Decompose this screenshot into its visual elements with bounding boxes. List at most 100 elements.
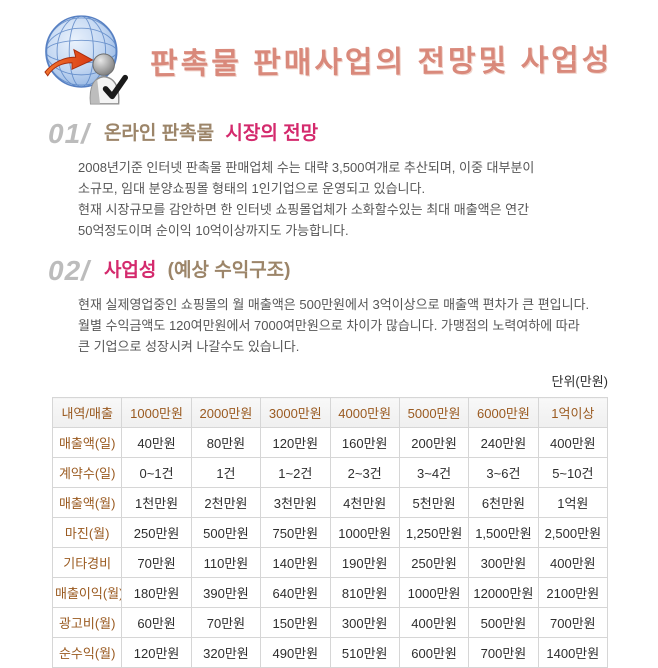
table-cell: 180만원 bbox=[121, 577, 192, 608]
table-cell: 70만원 bbox=[190, 607, 262, 638]
section-paragraph: 현재 실제영업중인 쇼핑몰의 월 매출액은 500만원에서 3억이상으로 매출액… bbox=[78, 297, 590, 354]
table-row: 광고비(월) 60만원 70만원 150만원 300만원 400만원 500만원 700만원 bbox=[51, 607, 609, 638]
table-cell: 190만원 bbox=[329, 547, 400, 578]
row-label: 매출액(월) bbox=[51, 487, 123, 518]
section-title-plain: 온라인 판촉물 bbox=[103, 122, 215, 144]
table-cell: 5~10건 bbox=[537, 457, 609, 488]
table-cell: 120만원 bbox=[121, 637, 192, 668]
table-cell: 400만원 bbox=[537, 427, 609, 458]
table-row: 매출액(월) 1천만원 2천만원 3천만원 4천만원 5천만원 6천만원 1억원 bbox=[51, 487, 609, 518]
table-cell: 500만원 bbox=[190, 517, 262, 548]
table-cell: 510만원 bbox=[329, 637, 400, 668]
table-row: 기타경비 70만원 110만원 140만원 190만원 250만원 300만원 400만원 bbox=[51, 547, 609, 578]
column-header: 내역/매출 bbox=[51, 397, 123, 428]
table-cell: 250만원 bbox=[121, 517, 192, 548]
unit-label: 단위(만원) bbox=[551, 374, 609, 389]
section-market-outlook: 01/ 온라인 판촉물 시장의 전망 2008년기준 인터넷 판촉물 판매업체 … bbox=[48, 120, 618, 241]
section-title: 사업성 (예상 수익구조) bbox=[104, 260, 291, 283]
section-title-accent: 사업성 bbox=[103, 259, 157, 281]
table-cell: 320만원 bbox=[190, 637, 262, 668]
table-cell: 2천만원 bbox=[190, 487, 262, 518]
profit-table-section: 단위(만원) 내역/매출 1000만원 2000만원 3000만원 4000만원 5000… bbox=[51, 371, 609, 668]
table-cell: 1천만원 bbox=[121, 487, 192, 518]
table-row: 매출액(일) 40만원 80만원 120만원 160만원 200만원 240만원 400만원 bbox=[51, 427, 609, 458]
row-label: 기타경비 bbox=[51, 547, 123, 578]
table-cell: 600만원 bbox=[398, 637, 470, 668]
table-cell: 2,500만원 bbox=[537, 517, 609, 548]
table-cell: 200만원 bbox=[398, 427, 470, 458]
row-label: 마진(월) bbox=[51, 517, 123, 548]
section-title: 온라인 판촉물 시장의 전망 bbox=[104, 123, 318, 146]
table-cell: 700만원 bbox=[468, 637, 539, 668]
section-title-plain: (예상 수익구조) bbox=[167, 259, 291, 281]
table-cell: 110만원 bbox=[190, 547, 262, 578]
table-cell: 490만원 bbox=[260, 637, 331, 668]
section-heading: 02/ 사업성 (예상 수익구조) bbox=[48, 257, 618, 285]
section-paragraph: 2008년기준 인터넷 판촉물 판매업체 수는 대략 3,500여개로 추산되며… bbox=[78, 160, 535, 238]
row-label: 순수익(월) bbox=[51, 637, 123, 668]
section-title-accent: 시장의 전망 bbox=[225, 122, 319, 144]
table-cell: 2~3건 bbox=[329, 457, 400, 488]
table-cell: 0~1건 bbox=[121, 457, 192, 488]
table-row: 순수익(월) 120만원 320만원 490만원 510만원 600만원 700만원 1400… bbox=[51, 637, 609, 668]
profit-table-body: 매출액(일) 40만원 80만원 120만원 160만원 200만원 240만원 400만원 계… bbox=[51, 427, 609, 668]
table-cell: 6천만원 bbox=[468, 487, 539, 518]
column-header: 2000만원 bbox=[190, 397, 262, 428]
table-cell: 240만원 bbox=[468, 427, 539, 458]
table-cell: 1건 bbox=[190, 457, 262, 488]
page-title: 판촉물 판매사업의 전망및 사업성 bbox=[149, 43, 613, 82]
section-business-viability: 02/ 사업성 (예상 수익구조) 현재 실제영업중인 쇼핑몰의 월 매출액은 … bbox=[48, 257, 618, 357]
table-cell: 4천만원 bbox=[329, 487, 400, 518]
table-cell: 1억원 bbox=[537, 487, 609, 518]
table-row: 마진(월) 250만원 500만원 750만원 1000만원 1,250만원 1,500만원… bbox=[51, 517, 609, 548]
row-label: 계약수(일) bbox=[51, 457, 123, 488]
table-cell: 120만원 bbox=[260, 427, 331, 458]
table-cell: 1,500만원 bbox=[468, 517, 539, 548]
table-cell: 390만원 bbox=[190, 577, 262, 608]
table-cell: 750만원 bbox=[260, 517, 331, 548]
table-cell: 250만원 bbox=[398, 547, 470, 578]
section-number: 01/ bbox=[48, 118, 90, 149]
table-cell: 1,250만원 bbox=[398, 517, 470, 548]
table-cell: 3~6건 bbox=[468, 457, 539, 488]
column-header: 3000만원 bbox=[260, 397, 331, 428]
table-cell: 300만원 bbox=[329, 607, 400, 638]
table-cell: 700만원 bbox=[537, 607, 609, 638]
table-cell: 300만원 bbox=[468, 547, 539, 578]
page-header: 판촉물 판매사업의 전망및 사업성 bbox=[0, 0, 658, 110]
column-header: 1000만원 bbox=[121, 397, 192, 428]
row-label: 매출액(일) bbox=[51, 427, 123, 458]
table-cell: 1000만원 bbox=[329, 517, 400, 548]
section-number: 02/ bbox=[48, 255, 90, 286]
table-cell: 2100만원 bbox=[537, 577, 609, 608]
profit-table-header-row: 내역/매출 1000만원 2000만원 3000만원 4000만원 5000만원 6000만… bbox=[51, 397, 609, 428]
column-header: 4000만원 bbox=[329, 397, 400, 428]
table-cell: 150만원 bbox=[260, 607, 331, 638]
table-cell: 60만원 bbox=[121, 607, 192, 638]
profit-table-head: 내역/매출 1000만원 2000만원 3000만원 4000만원 5000만원 6000만… bbox=[51, 397, 609, 428]
table-cell: 400만원 bbox=[537, 547, 609, 578]
column-header: 6000만원 bbox=[468, 397, 539, 428]
table-cell: 40만원 bbox=[121, 427, 192, 458]
table-cell: 80만원 bbox=[190, 427, 262, 458]
table-cell: 3~4건 bbox=[398, 457, 470, 488]
column-header: 5000만원 bbox=[398, 397, 470, 428]
globe-person-check-icon bbox=[44, 10, 128, 108]
table-cell: 1000만원 bbox=[398, 577, 470, 608]
profit-table: 내역/매출 1000만원 2000만원 3000만원 4000만원 5000만원 6000만… bbox=[51, 397, 609, 668]
table-cell: 160만원 bbox=[329, 427, 400, 458]
table-row: 계약수(일) 0~1건 1건 1~2건 2~3건 3~4건 3~6건 5~10건 bbox=[51, 457, 609, 488]
table-cell: 140만원 bbox=[260, 547, 331, 578]
table-cell: 640만원 bbox=[260, 577, 331, 608]
table-cell: 12000만원 bbox=[468, 577, 539, 608]
row-label: 광고비(월) bbox=[51, 607, 123, 638]
table-cell: 810만원 bbox=[329, 577, 400, 608]
column-header: 1억이상 bbox=[537, 397, 609, 428]
table-row: 매출이익(월) 180만원 390만원 640만원 810만원 1000만원 12000만원… bbox=[51, 577, 609, 608]
table-cell: 5천만원 bbox=[398, 487, 470, 518]
table-cell: 3천만원 bbox=[260, 487, 331, 518]
table-cell: 70만원 bbox=[121, 547, 192, 578]
table-cell: 1400만원 bbox=[537, 637, 609, 668]
table-cell: 500만원 bbox=[468, 607, 539, 638]
